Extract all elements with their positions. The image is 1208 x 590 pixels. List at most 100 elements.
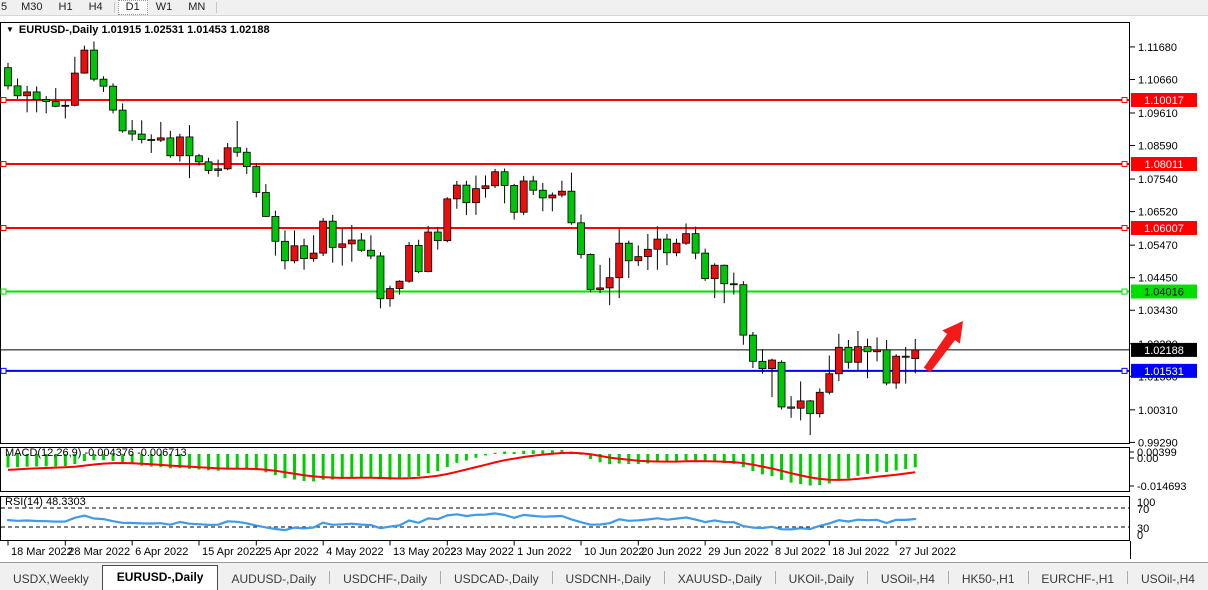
tab-separator xyxy=(947,571,949,584)
price-chart-canvas[interactable]: 1.11680 1.10660 1.09610 1.08590 1.07540 1.065… xyxy=(0,0,1208,562)
bull-candle-body xyxy=(80,49,89,74)
date-axis-label: 8 Jul 2022 xyxy=(775,546,826,558)
candlestick-series xyxy=(4,41,920,436)
hline-price-badge: 1.06007 xyxy=(1131,220,1197,235)
bear-candle-body xyxy=(538,189,547,199)
bear-candle-body xyxy=(99,78,108,87)
macd-axis-label: -0.014693 xyxy=(1137,481,1187,493)
tab-usdchf-daily-3[interactable]: USDCHF-,Daily xyxy=(343,572,428,586)
tab-usoil-h4-8[interactable]: USOil-,H4 xyxy=(880,572,935,586)
tab-separator xyxy=(1027,571,1029,584)
tab-eurchf-h1-10[interactable]: EURCHF-,H1 xyxy=(1041,572,1115,586)
horizontal-line-1.10017[interactable] xyxy=(0,97,1129,103)
hline-left-handle[interactable] xyxy=(0,224,7,231)
tab-usdcnh-daily-5[interactable]: USDCNH-,Daily xyxy=(565,572,651,586)
price-axis-label: 1.04450 xyxy=(1138,273,1178,285)
tab-separator xyxy=(440,571,441,584)
date-axis-label: 13 May 2022 xyxy=(393,546,457,558)
horizontal-line-1.06007[interactable] xyxy=(0,224,1129,231)
timeframe-h4[interactable]: H4 xyxy=(88,1,103,13)
hline-right-handle[interactable] xyxy=(1121,161,1128,168)
bear-candle-body xyxy=(90,49,98,80)
timeframe-w1[interactable]: W1 xyxy=(155,1,173,13)
bear-candle-body xyxy=(242,151,251,168)
bull-candle-body xyxy=(796,400,805,409)
chart-tabs-bar: USDX,Weekly EURUSD-,Daily AUDUSD-,Daily USD… xyxy=(0,562,1208,590)
bear-candle-body xyxy=(691,233,700,254)
tab-audusd-daily-2[interactable]: AUDUSD-,Daily xyxy=(231,572,317,586)
hline-right-handle[interactable] xyxy=(1121,288,1128,295)
bull-candle-body xyxy=(615,242,624,279)
bear-candle-body xyxy=(42,99,51,102)
bull-candle-body xyxy=(873,349,881,353)
hline-price-badge: 1.08011 xyxy=(1131,157,1197,172)
timeframe-h1[interactable]: H1 xyxy=(58,1,73,13)
horizontal-line-1.01531[interactable] xyxy=(0,367,1129,374)
bear-candle-body xyxy=(510,185,519,213)
price-axis-label: 1.03430 xyxy=(1138,305,1178,317)
bull-candle-body xyxy=(519,180,528,213)
bull-candle-body xyxy=(892,355,901,384)
rsi-panel xyxy=(0,496,1130,541)
bear-candle-body xyxy=(806,400,815,415)
horizontal-line-1.04016[interactable] xyxy=(0,288,1129,295)
hline-right-handle[interactable] xyxy=(1121,97,1128,103)
bear-candle-body xyxy=(13,85,22,97)
bull-candle-body xyxy=(672,242,681,254)
bull-candle-body xyxy=(319,220,328,254)
hline-right-handle[interactable] xyxy=(1121,224,1128,231)
tab-ukoil-daily-7[interactable]: UKOil-,Daily xyxy=(788,572,855,586)
price-badge-text: 1.02188 xyxy=(1144,345,1184,357)
chart-title: ▼ EURUSD-,Daily 1.01915 1.02531 1.01453 1… xyxy=(6,24,270,36)
bull-candle-body xyxy=(452,184,461,200)
bull-candle-body xyxy=(309,252,318,259)
tab-eurusd-daily-1[interactable]: EURUSD-,Daily xyxy=(101,565,219,590)
price-axis-label: 0.99290 xyxy=(1138,437,1178,449)
price-badge-box xyxy=(1131,342,1197,357)
bull-candle-body xyxy=(643,248,652,258)
tab-usdx-weekly-0[interactable]: USDX,Weekly xyxy=(13,572,89,586)
timeframe-mn[interactable]: MN xyxy=(188,1,206,13)
bull-candle-body xyxy=(214,168,223,171)
bear-candle-body xyxy=(261,192,270,217)
macd-axis-label: 0.00 xyxy=(1137,453,1158,465)
date-axis-label: 29 Jun 2022 xyxy=(708,546,769,558)
price-axis-label: 1.10660 xyxy=(1138,74,1178,86)
bear-candle-body xyxy=(366,249,375,257)
bear-candle-body xyxy=(720,264,729,285)
bear-candle-body xyxy=(586,253,595,290)
bull-candle-body xyxy=(23,91,32,97)
bull-candle-body xyxy=(395,280,404,289)
hline-left-handle[interactable] xyxy=(0,161,7,168)
toolbar-separator xyxy=(216,2,218,13)
bear-candle-body xyxy=(414,245,423,273)
bear-candle-body xyxy=(51,101,60,107)
tab-separator xyxy=(867,571,868,584)
hline-left-handle[interactable] xyxy=(0,97,7,103)
price-axis-label: 1.09610 xyxy=(1138,108,1178,120)
hline-left-handle[interactable] xyxy=(0,288,7,295)
tab-usdcad-daily-4[interactable]: USDCAD-,Daily xyxy=(453,572,539,586)
tab-hk50-h1-9[interactable]: HK50-,H1 xyxy=(961,572,1015,586)
hline-left-handle[interactable] xyxy=(0,367,7,374)
date-axis-label: 4 May 2022 xyxy=(326,546,383,558)
timeframe-m30[interactable]: M30 xyxy=(21,1,43,13)
price-badge-text: 1.10017 xyxy=(1144,95,1184,107)
price-axis-label: 1.11680 xyxy=(1138,42,1177,54)
chart-title-text: EURUSD-,Daily 1.01915 1.02531 1.01453 1.… xyxy=(18,24,270,36)
price-badge-box xyxy=(1131,157,1197,172)
bull-candle-body xyxy=(596,287,604,290)
bear-candle-body xyxy=(328,220,337,248)
timeframe-5[interactable]: 5 xyxy=(1,1,8,13)
hline-right-handle[interactable] xyxy=(1121,367,1128,374)
timeframe-d1[interactable]: D1 xyxy=(117,0,148,15)
price-axis-label: 1.08590 xyxy=(1138,141,1178,153)
bear-candle-body xyxy=(882,349,891,384)
rsi-axis-label: 30 xyxy=(1137,523,1149,535)
trend-arrow-annotation[interactable] xyxy=(923,321,963,373)
bear-candle-body xyxy=(863,346,872,353)
tab-usoil-h4-11[interactable]: USOil-,H4 xyxy=(1140,572,1195,586)
symbol-dropdown-icon[interactable]: ▼ xyxy=(6,25,14,34)
bull-candle-body xyxy=(854,346,862,363)
tab-xauusd-daily-6[interactable]: XAUUSD-,Daily xyxy=(677,572,762,586)
